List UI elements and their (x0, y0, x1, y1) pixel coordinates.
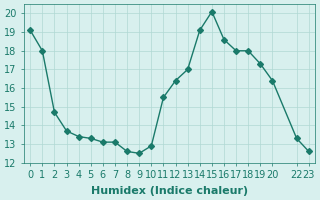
X-axis label: Humidex (Indice chaleur): Humidex (Indice chaleur) (91, 186, 248, 196)
